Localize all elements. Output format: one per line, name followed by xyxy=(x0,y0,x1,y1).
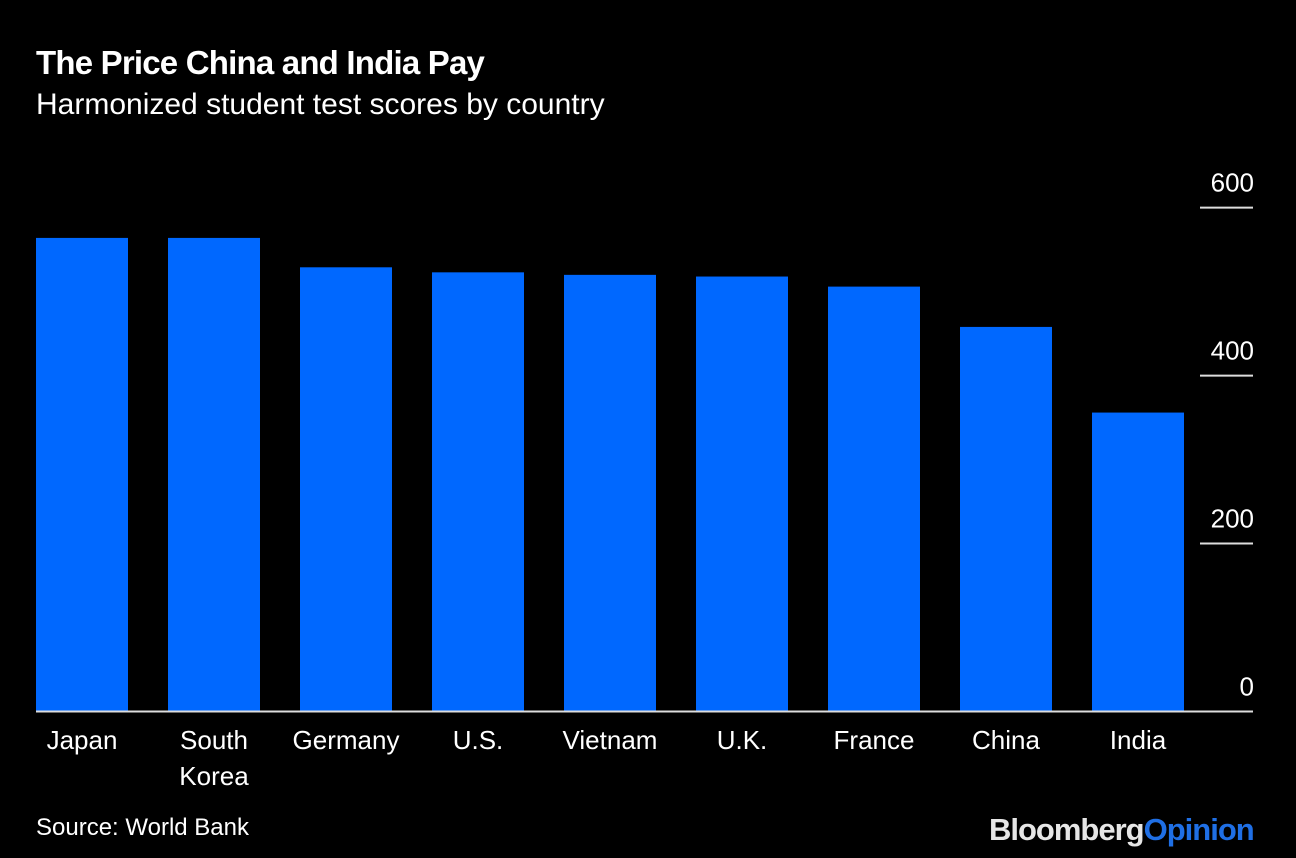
bar-germany xyxy=(300,267,392,712)
y-tick-label: 600 xyxy=(1211,168,1254,198)
x-tick-label: Germany xyxy=(293,725,400,755)
y-tick-label: 0 xyxy=(1240,672,1254,702)
bar-india xyxy=(1092,412,1184,712)
x-tick-label: U.K. xyxy=(717,725,768,755)
bloomberg-opinion-logo: BloombergOpinion xyxy=(989,812,1255,848)
x-tick-label: Japan xyxy=(47,725,118,755)
bar-u-k- xyxy=(696,276,788,712)
bar-japan xyxy=(36,237,128,712)
x-tick-label: Vietnam xyxy=(563,725,658,755)
x-tick-label: China xyxy=(972,725,1040,755)
x-tick-label: South xyxy=(180,725,248,755)
logo-bloomberg: Bloomberg xyxy=(989,812,1145,847)
y-tick-label: 200 xyxy=(1211,504,1254,534)
chart-title: The Price China and India Pay xyxy=(36,44,485,81)
bar-u-s- xyxy=(432,272,524,712)
x-tick-label: France xyxy=(834,725,915,755)
bar-south-korea xyxy=(168,237,260,712)
x-tick-label: U.S. xyxy=(453,725,504,755)
bar-china xyxy=(960,326,1052,712)
y-tick-label: 400 xyxy=(1211,336,1254,366)
bar-france xyxy=(828,286,920,712)
x-tick-label: India xyxy=(1110,725,1167,755)
chart-subtitle: Harmonized student test scores by countr… xyxy=(36,88,605,121)
x-tick-label: Korea xyxy=(179,761,249,791)
logo-opinion: Opinion xyxy=(1143,812,1255,847)
source-note: Source: World Bank xyxy=(36,814,249,841)
bar-vietnam xyxy=(564,274,656,712)
